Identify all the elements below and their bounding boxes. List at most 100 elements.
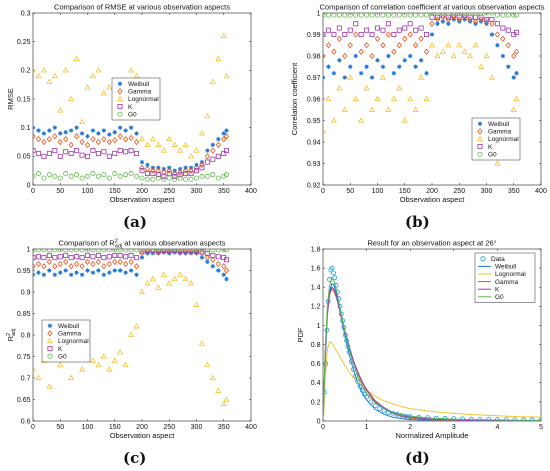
point-a-g0-1	[35, 171, 41, 177]
point-a-lognormal-5	[57, 107, 64, 113]
point-b-g0-3	[336, 13, 342, 18]
data-point-0	[323, 389, 327, 395]
point-c-k-16	[117, 252, 123, 258]
point-b-k-1	[325, 27, 331, 33]
point-c-lognormal-16	[117, 348, 124, 355]
x-tick-label-a-6: 300	[191, 188, 203, 195]
point-c-gamma-12	[95, 258, 102, 266]
point-a-lognormal-24	[160, 147, 167, 153]
point-b-lognormal-27	[467, 52, 474, 59]
point-b-g0-19	[424, 13, 430, 18]
point-a-gamma-9	[79, 138, 85, 146]
data-point-50	[521, 417, 526, 421]
data-point-21	[351, 366, 356, 372]
point-b-lognormal-12	[385, 106, 392, 112]
y-tick-label-d-6: 1.2	[311, 304, 321, 311]
data-point-31	[381, 408, 387, 413]
point-a-k-27	[177, 172, 183, 178]
point-a-weibull-17	[123, 128, 128, 133]
x-axis-label-b: Observation aspect	[400, 195, 466, 204]
data-point-22	[353, 373, 359, 379]
point-a-lognormal-31	[198, 130, 206, 136]
point-c-g0-30	[194, 249, 199, 252]
point-c-lognormal-35	[220, 400, 227, 406]
point-b-gamma-32	[494, 31, 501, 38]
x-tick-label-c-1: 50	[56, 424, 64, 431]
point-b-lognormal-18	[418, 74, 425, 80]
point-a-g0-18	[128, 171, 134, 177]
point-a-k-22	[150, 171, 156, 177]
point-a-g0-0	[33, 173, 36, 179]
x-tick-label-b-2: 100	[372, 188, 384, 195]
point-b-weibull-2	[331, 71, 337, 76]
y-tick-label-b-8: 1	[317, 10, 321, 17]
point-b-g0-13	[391, 13, 397, 18]
legend-marker-c-1	[47, 330, 53, 337]
data-point-1	[323, 361, 329, 367]
data-point-24	[357, 384, 363, 390]
legend-marker-a-0	[117, 81, 123, 86]
point-a-k-36	[223, 148, 229, 154]
point-c-weibull-35	[221, 272, 226, 277]
y-tick-label-b-5: 0.97	[307, 75, 321, 82]
legend-label-b-1: Gamma	[488, 129, 512, 136]
point-b-gamma-29	[478, 16, 484, 23]
chart-b: 0 50 100 150 200 250 300 350 400 0.92 0.93 0.94 0.95…	[290, 3, 547, 205]
point-c-weibull-14	[107, 270, 112, 275]
point-c-weibull-1	[36, 270, 41, 275]
point-b-weibull-32	[495, 43, 500, 48]
data-point-52	[538, 417, 541, 421]
point-a-lognormal-8	[73, 55, 80, 61]
point-b-weibull-4	[342, 75, 347, 80]
point-a-lognormal-7	[68, 95, 75, 102]
point-c-g0-5	[57, 249, 63, 253]
point-b-gamma-17	[413, 42, 419, 49]
point-b-weibull-36	[514, 71, 519, 76]
point-a-k-24	[161, 173, 167, 179]
point-a-k-14	[106, 153, 112, 159]
point-c-weibull-11	[90, 270, 96, 275]
point-a-lognormal-29	[187, 153, 195, 159]
legend-label-d-0: Data	[491, 256, 505, 263]
point-c-lognormal-20	[138, 288, 146, 295]
point-b-lognormal-2	[330, 117, 337, 123]
data-point-18	[345, 344, 351, 349]
point-a-g0-11	[90, 171, 96, 177]
y-tick-label-a-6: 0.3	[21, 10, 31, 17]
y-tick-label-b-4: 0.96	[307, 96, 321, 103]
point-a-k-26	[172, 173, 178, 179]
y-tick-label-d-2: 0.4	[311, 380, 321, 387]
point-a-weibull-4	[52, 125, 57, 130]
point-c-lognormal-25	[166, 280, 173, 286]
point-c-g0-16	[117, 249, 123, 253]
point-c-weibull-5	[58, 270, 63, 275]
point-a-lognormal-11	[89, 72, 97, 79]
y-tick-label-d-7: 1.4	[311, 285, 321, 292]
y-tick-label-a-5: 0.25	[17, 39, 31, 46]
point-c-weibull-27	[177, 251, 183, 256]
point-b-lognormal-11	[379, 74, 387, 80]
y-tick-label-d-9: 1.8	[311, 246, 321, 253]
point-c-gamma-22	[150, 249, 156, 255]
point-a-lognormal-18	[128, 67, 135, 73]
point-b-lognormal-25	[456, 41, 463, 48]
y-tick-label-a-1: 0.05	[17, 154, 31, 161]
point-b-gamma-5	[347, 42, 353, 49]
point-a-weibull-32	[205, 148, 210, 153]
point-b-weibull-21	[435, 21, 440, 26]
point-a-k-5	[57, 153, 63, 159]
point-b-g0-17	[413, 13, 419, 18]
point-a-gamma-7	[68, 141, 74, 148]
legend-label-d-4: K	[495, 286, 500, 293]
point-c-weibull-12	[96, 268, 101, 273]
point-b-weibull-13	[391, 71, 397, 76]
x-tick-label-c-6: 300	[191, 424, 203, 431]
point-c-gamma-19	[133, 263, 140, 270]
x-tick-label-b-3: 150	[399, 188, 411, 195]
point-c-g0-14	[106, 249, 112, 253]
point-a-lognormal-13	[100, 89, 107, 96]
point-a-gamma-6	[63, 136, 69, 143]
y-tick-label-d-1: 0.2	[311, 399, 321, 406]
point-c-lognormal-23	[155, 284, 162, 290]
point-c-g0-13	[101, 249, 107, 253]
